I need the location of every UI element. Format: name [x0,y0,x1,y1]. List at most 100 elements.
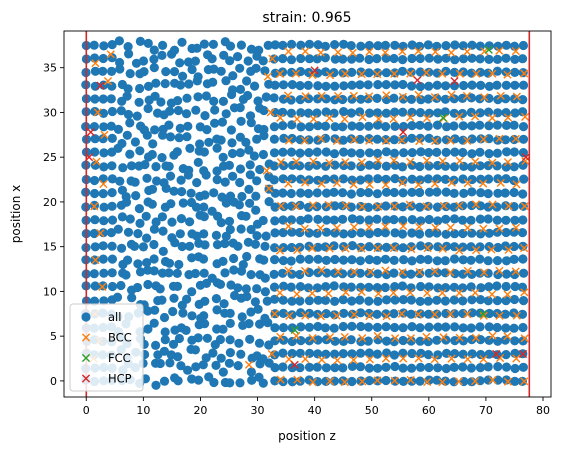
all-point [484,228,494,238]
bcc-point [374,289,383,298]
all-point [245,111,256,121]
all-point [500,309,510,319]
all-point [259,124,269,135]
all-point [303,214,313,224]
all-point [159,346,169,356]
all-point [440,256,450,266]
all-point [356,228,366,238]
all-point [423,337,433,347]
all-point [492,202,502,212]
bcc-point [398,178,407,187]
all-point [296,308,306,318]
all-point [279,201,289,212]
all-point [98,174,108,184]
all-point [201,353,211,363]
bcc-point [365,355,374,364]
bcc-point [98,282,107,291]
all-point [424,309,434,319]
all-point [373,41,383,51]
bcc-point [447,354,456,363]
bcc-point [446,223,455,232]
all-point [151,78,161,88]
all-point [125,69,135,79]
all-point [449,295,459,305]
all-point [509,227,519,237]
all-point [450,269,460,279]
all-point [216,66,226,76]
bcc-point [325,114,334,123]
all-point [209,64,219,74]
all-point [441,229,451,239]
all-point [432,147,442,157]
all-point [183,121,193,131]
hcp-point [310,66,319,75]
bcc-point [277,201,286,210]
bcc-point [447,178,456,187]
bcc-point [334,267,343,276]
bcc-point [520,334,529,343]
all-point [483,375,493,385]
all-point [226,125,236,135]
all-point [150,91,160,101]
all-point [278,308,288,318]
all-point [296,53,306,64]
bcc-point [511,223,521,232]
all-point [296,174,306,184]
x-tick-label: 50 [365,404,379,417]
all-point [338,68,348,78]
all-point [347,321,357,331]
x-tick-label: 60 [422,404,436,417]
all-point [304,254,314,264]
all-point [475,94,485,104]
bcc-point [262,166,271,175]
all-point [164,161,174,171]
all-point [458,215,468,225]
x-axis: 0 10 20 30 40 50 60 70 80 [83,397,550,417]
all-point [364,215,374,225]
all-point [151,380,161,390]
all-point [347,349,357,359]
all-point [475,108,485,118]
all-point [475,54,485,64]
series-bcc-points [89,46,530,387]
all-point [398,363,408,373]
all-point [278,147,288,157]
all-point [313,349,323,359]
bcc-point [340,332,349,342]
all-point [138,56,149,66]
bcc-point [341,244,350,253]
all-point [118,163,128,173]
bcc-point [471,333,480,342]
all-point [381,135,391,145]
all-point [287,80,297,90]
all-point [107,215,118,225]
all-point [398,323,408,333]
bcc-point [439,333,448,342]
all-point [501,94,511,104]
all-point [398,188,408,198]
all-point [415,41,425,51]
bcc-point [389,156,398,165]
all-point [510,363,520,374]
bcc-point [244,360,254,369]
all-point [210,118,220,128]
all-point [269,161,279,171]
all-point [484,93,494,103]
all-point [225,56,235,66]
all-point [321,255,331,265]
bcc-point [389,288,398,297]
all-point [174,133,184,143]
all-point [492,148,502,158]
all-point [159,376,170,386]
x-tick-label: 0 [83,404,90,417]
all-point [424,282,434,292]
all-point [441,41,451,51]
all-point [372,54,382,64]
all-point [278,228,288,238]
all-point [466,363,476,373]
all-point [246,44,257,54]
bcc-point [422,202,431,211]
all-point [510,54,520,64]
all-point [467,187,477,197]
all-point [251,191,261,201]
